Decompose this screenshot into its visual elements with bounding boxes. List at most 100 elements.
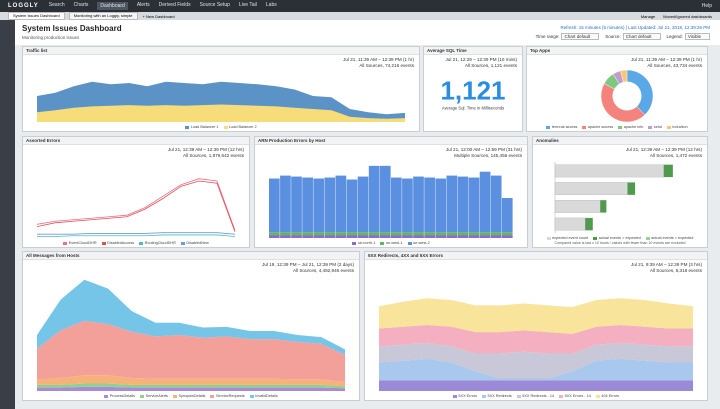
panel: 5XX Redirects, 4XX and 5XX Errors Jul 21,… — [364, 251, 708, 401]
legend-swatch — [582, 125, 587, 129]
time-range: Jul 21, 12:29 – 12:39 PM (10 mins) — [445, 57, 518, 62]
big-number: 1,121 — [440, 76, 505, 106]
legend-item[interactable]: RoutingCloudDHR — [139, 241, 176, 245]
control-value[interactable]: Chart default — [622, 33, 661, 40]
donut-slice — [620, 69, 628, 83]
legend-item[interactable]: 5XX Redirects — [482, 394, 512, 398]
legend: EventCloudDHR DisabledAccess RoutingCloudD… — [23, 241, 249, 245]
legend-item[interactable]: induction — [666, 125, 688, 129]
manage-link[interactable]: Manage — [640, 13, 656, 19]
moved-link[interactable]: Moved/Ignored dashboards — [663, 13, 712, 19]
control-value[interactable]: Chart default — [561, 33, 600, 40]
legend-item[interactable]: sshd — [648, 125, 662, 129]
bar-segment — [346, 232, 358, 236]
legend-swatch — [648, 125, 653, 129]
legend-swatch — [559, 394, 564, 398]
bar-segment — [324, 177, 336, 233]
panel-meta: Jul 21, 9:39 AM – 12:39 PM (3 hrs) All So… — [365, 262, 707, 273]
legend-item[interactable]: ServiceAlerts — [140, 394, 168, 398]
bar-segment — [335, 235, 347, 238]
tab[interactable]: Monitoring with an Loggly, simple — [68, 12, 138, 20]
legend-swatch — [516, 394, 521, 398]
bar-segment — [368, 165, 380, 233]
bar-segment — [554, 200, 601, 213]
control-label: Time range: — [535, 34, 560, 39]
legend-item[interactable]: DisabledNew — [180, 241, 209, 245]
bar-segment — [501, 235, 513, 238]
legend-item[interactable]: 404 Errors — [595, 394, 619, 398]
legend-label: termnal access — [551, 125, 578, 129]
refresh-info[interactable]: Refresh: 15 minutes (5 minutes) | Last U… — [560, 25, 710, 30]
legend-item[interactable]: ue-west-1 — [380, 241, 403, 245]
nav-item[interactable]: Alerts — [136, 2, 150, 8]
legend-item[interactable]: InvalidDetails — [249, 394, 278, 398]
legend: Load Balancer 1 Load Balancer 2 — [23, 125, 419, 129]
summary: All Sources, 1,121 events — [464, 62, 517, 68]
help-link[interactable]: Help — [701, 3, 712, 9]
legend-swatch — [185, 125, 190, 129]
legend-item[interactable]: ServiceRequests — [210, 394, 245, 398]
nav-items: Search Charts Dashboard Alerts Derived Field… — [49, 2, 286, 10]
chart — [37, 81, 405, 122]
panel: Average SQL Time Jul 21, 12:29 – 12:39 PM… — [423, 46, 523, 132]
chart — [600, 69, 654, 123]
dashboard-title: System Issues Dashboard — [22, 24, 122, 33]
bar-segment — [402, 232, 413, 236]
bar-segment — [391, 235, 402, 238]
nav-bar: LOGGLY Search Charts Dashboard Alerts Derive… — [0, 0, 720, 12]
legend-item[interactable]: ue-north-1 — [352, 241, 375, 245]
chart — [379, 298, 693, 391]
legend-label: RoutingCloudDHR — [144, 241, 176, 245]
control-value[interactable]: Visible — [684, 33, 710, 40]
legend-item[interactable]: EventCloudDHR — [63, 241, 97, 245]
legend-item[interactable]: actual events < expected — [645, 236, 693, 240]
bar-segment — [302, 235, 313, 238]
nav-item[interactable]: Live Tail — [238, 2, 257, 8]
line — [36, 178, 236, 231]
nav-item[interactable]: Search — [48, 2, 65, 8]
bar-segment — [413, 232, 424, 236]
bar-segment — [357, 235, 369, 238]
bar-segment — [468, 177, 480, 233]
legend-item[interactable]: ProcessDetails — [104, 394, 135, 398]
legend-item[interactable]: expected event count — [546, 236, 588, 240]
legend-item[interactable]: apache access — [582, 125, 613, 129]
chart — [554, 162, 673, 233]
bar-segment — [554, 164, 664, 178]
panel-title: Assorted Errors — [23, 137, 249, 145]
legend-item[interactable]: DisabledAccess — [101, 241, 134, 245]
stacked-area — [379, 380, 693, 391]
bar-segment — [627, 182, 636, 195]
nav-item[interactable]: Charts — [73, 2, 89, 8]
legend-item[interactable]: termnal access — [546, 125, 577, 129]
legend-item[interactable]: Load Balancer 1 — [185, 125, 219, 129]
legend-item[interactable]: SynopsisDetails — [172, 394, 205, 398]
legend-item[interactable]: apache info — [618, 125, 643, 129]
legend-label: induction — [672, 125, 688, 129]
legend-label: Load Balancer 1 — [190, 125, 219, 129]
tab[interactable]: System Issues Dashboard — [8, 12, 65, 20]
bar-segment — [280, 235, 291, 238]
logo[interactable]: LOGGLY — [8, 3, 39, 9]
legend-item[interactable]: ue-west-2 — [407, 241, 430, 245]
nav-item[interactable]: Dashboard — [97, 2, 128, 10]
bar-segment — [368, 232, 380, 236]
panel-meta: Jul 21, 12:00 AM – 12:59 PM (31 hrs) Mult… — [255, 147, 527, 158]
bar-segment — [346, 179, 358, 233]
dashboard-subtitle: Monitoring production issues — [22, 35, 80, 40]
bar-segment — [490, 232, 502, 236]
legend-swatch — [101, 241, 106, 245]
stacked-area — [37, 279, 345, 355]
legend-item[interactable]: actual events > expected — [593, 236, 641, 240]
chart — [269, 165, 513, 238]
new-tab[interactable]: + New Dashboard — [142, 13, 175, 19]
nav-item[interactable]: Derived Fields — [158, 2, 191, 8]
legend-item[interactable]: 5XX Errors — [452, 394, 477, 398]
bar-segment — [379, 235, 391, 238]
legend-item[interactable]: 5XX Redirects - 14 — [516, 394, 554, 398]
legend-label: ServiceRequests — [215, 394, 245, 398]
nav-item[interactable]: Source Setup — [199, 2, 230, 8]
nav-item[interactable]: Labs — [265, 2, 277, 8]
legend-item[interactable]: 5XX Errors - 14 — [559, 394, 591, 398]
legend-item[interactable]: Load Balancer 2 — [223, 125, 257, 129]
